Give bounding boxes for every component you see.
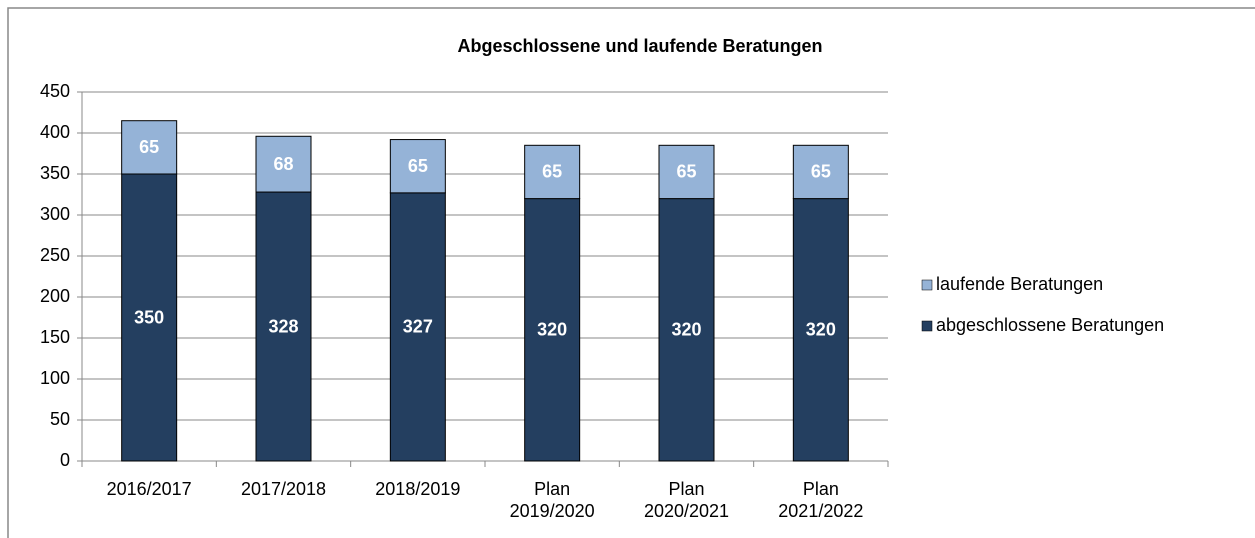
data-label: 320 [806, 320, 836, 340]
data-label: 320 [537, 320, 567, 340]
legend-label: abgeschlossene Beratungen [936, 315, 1164, 335]
bar-segment [121, 173, 178, 462]
bar-segment [255, 191, 312, 462]
y-tick-label: 50 [50, 409, 70, 429]
bar-segment [121, 120, 178, 175]
x-tick-label: Plan 2020/2021 [643, 479, 730, 521]
bar-segment [389, 192, 446, 462]
y-tick-label: 0 [60, 450, 70, 470]
legend-label: laufende Beratungen [936, 274, 1103, 294]
chart-frame [7, 7, 1255, 538]
chart-title: Abgeschlossene und laufende Beratungen [457, 36, 822, 56]
y-tick-label: 100 [40, 368, 70, 388]
data-label: 65 [676, 162, 696, 182]
y-tick-label: 350 [40, 163, 70, 183]
bar-segment [658, 198, 715, 462]
data-label: 65 [408, 156, 428, 176]
y-tick-label: 300 [40, 204, 70, 224]
bar-segment [255, 135, 312, 193]
bar-segment [524, 144, 581, 200]
y-tick-label: 200 [40, 286, 70, 306]
bar-segment [792, 144, 849, 200]
bar-segment [389, 139, 446, 194]
x-tick-label: Plan 2021/2022 [778, 479, 864, 521]
data-label: 327 [403, 317, 433, 337]
bar-segment [524, 198, 581, 462]
bar-segment [658, 144, 715, 200]
x-tick-label: 2018/2019 [375, 479, 461, 499]
legend-swatch [921, 320, 933, 332]
data-label: 320 [671, 320, 701, 340]
y-tick-label: 250 [40, 245, 70, 265]
y-tick-label: 450 [40, 81, 70, 101]
data-label: 65 [811, 162, 831, 182]
legend-swatch [921, 279, 933, 291]
data-label: 328 [268, 316, 298, 336]
data-label: 65 [542, 162, 562, 182]
bar-segment [792, 198, 849, 462]
x-tick-label: Plan 2019/2020 [509, 479, 595, 521]
x-tick-label: 2017/2018 [240, 479, 327, 499]
data-label: 350 [134, 307, 164, 327]
y-tick-label: 150 [40, 327, 70, 347]
data-label: 65 [139, 137, 159, 157]
data-label: 68 [273, 154, 293, 174]
x-tick-label: 2016/2017 [106, 479, 192, 499]
y-tick-label: 400 [40, 122, 70, 142]
